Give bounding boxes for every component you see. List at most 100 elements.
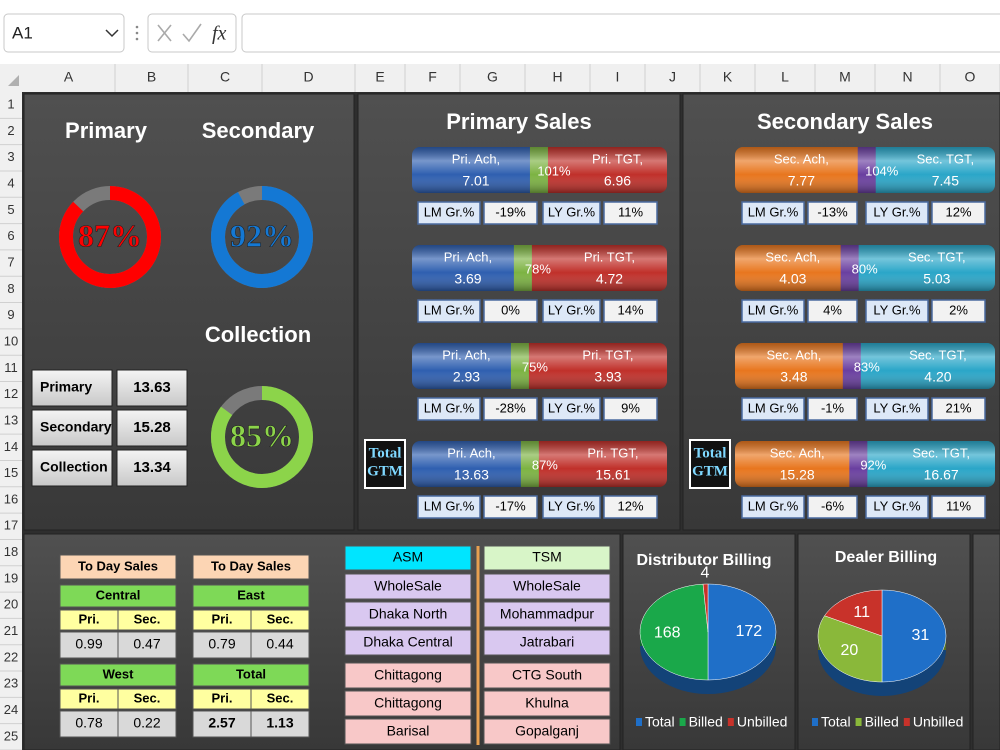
gauge-label: 85% <box>230 417 294 453</box>
growth-cell <box>603 397 658 421</box>
region-cell <box>59 663 177 687</box>
target-value: 16.67 <box>924 467 959 483</box>
list-item-cell <box>344 601 472 628</box>
growth-cell <box>417 299 481 323</box>
row-header: 17 <box>4 518 18 533</box>
growth-cell <box>417 201 481 225</box>
pie-slice <box>881 589 947 683</box>
growth-text: LM Gr.% <box>748 400 799 415</box>
header-cell <box>250 609 310 631</box>
summary-label-cell <box>31 409 113 447</box>
column-header: A <box>64 69 74 85</box>
row-header: 24 <box>4 702 18 717</box>
growth-text: LM Gr.% <box>424 302 475 317</box>
gauge-arc <box>59 186 161 288</box>
gauge-title: Primary <box>65 118 148 143</box>
legend-swatch <box>855 718 862 726</box>
bar-shine <box>412 147 667 193</box>
column-label: Pri. <box>79 611 100 626</box>
target-value: 7.45 <box>932 173 959 189</box>
legend-label: Unbilled <box>737 714 788 730</box>
pie-value-label: 11 <box>853 604 870 621</box>
summary-value: 15.28 <box>133 419 171 436</box>
value-cell <box>117 631 177 659</box>
growth-text: 0% <box>501 302 520 317</box>
today-title-cell <box>192 554 310 580</box>
summary-label: Primary <box>40 379 92 395</box>
header-cell <box>117 609 177 631</box>
growth-text: LY Gr.% <box>548 400 596 415</box>
growth-cell <box>542 201 601 225</box>
achievement-value: 15.28 <box>780 467 815 483</box>
legend-swatch <box>812 718 818 726</box>
target-name: Pri. TGT, <box>592 151 643 166</box>
growth-cell <box>807 495 858 519</box>
column-header-bar <box>0 64 1000 92</box>
legend-label: Billed <box>865 714 899 730</box>
target-name: Pri. TGT, <box>587 445 638 460</box>
row-header: 13 <box>4 412 18 427</box>
gauge-arc <box>211 386 313 488</box>
select-all[interactable] <box>8 75 19 86</box>
cancel-button[interactable] <box>157 24 172 42</box>
achievement-name: Pri. Ach, <box>447 445 495 460</box>
value-cell <box>250 710 310 738</box>
list-item-cell <box>483 690 611 717</box>
growth-text: 2% <box>949 302 968 317</box>
target-value: 3.93 <box>594 369 621 385</box>
list-item: Chittagong <box>374 695 442 711</box>
summary-label-cell <box>31 449 113 487</box>
growth-cell <box>483 397 538 421</box>
list-item: Gopalganj <box>515 723 579 739</box>
growth-text: -28% <box>495 400 526 415</box>
growth-text: LY Gr.% <box>548 204 596 219</box>
value-cell <box>250 631 310 659</box>
total-gtm-box <box>364 439 406 489</box>
pie-value-label: 20 <box>841 642 859 659</box>
growth-text: LY Gr.% <box>873 498 921 513</box>
column-label: Sec. <box>134 611 161 626</box>
growth-text: -17% <box>495 498 526 513</box>
growth-cell <box>417 495 481 519</box>
sales-value: 0.47 <box>133 636 160 652</box>
row-header: 5 <box>7 202 14 217</box>
name-box[interactable] <box>3 13 125 53</box>
region-name: Total <box>236 666 266 681</box>
growth-text: 12% <box>945 204 971 219</box>
bar-shine <box>735 343 995 389</box>
gauge-arc <box>211 186 313 288</box>
achievement-name: Sec. Ach, <box>765 249 820 264</box>
insert-function-button[interactable]: fx <box>212 23 227 45</box>
summary-value: 13.34 <box>133 459 171 476</box>
growth-cell <box>931 397 986 421</box>
column-header: O <box>965 69 976 85</box>
legend-swatch <box>679 718 686 726</box>
list-item: WholeSale <box>513 578 581 594</box>
pie-value-label: 31 <box>912 627 930 644</box>
growth-text: -19% <box>495 204 526 219</box>
row-header: 19 <box>4 570 18 585</box>
growth-cell <box>865 495 929 519</box>
header-cell <box>117 688 177 710</box>
formula-input[interactable] <box>241 13 1000 53</box>
today-title: To Day Sales <box>78 558 158 573</box>
region-name: East <box>237 587 265 602</box>
growth-cell <box>483 201 538 225</box>
achievement-name: Pri. Ach, <box>442 347 490 362</box>
name-box-dropdown[interactable] <box>105 29 119 38</box>
target-name: Sec. TGT, <box>912 445 970 460</box>
formula-buttons <box>147 13 237 53</box>
column-header: H <box>552 69 562 85</box>
enter-button[interactable] <box>182 23 202 43</box>
legend-label: Billed <box>689 714 723 730</box>
row-header: 10 <box>4 333 18 348</box>
row-header: 1 <box>7 97 14 112</box>
target-value: 6.96 <box>604 173 631 189</box>
growth-text: 21% <box>945 400 971 415</box>
legend-label: Total <box>645 714 675 730</box>
row-header: 18 <box>4 544 18 559</box>
sales-value: 0.99 <box>75 636 102 652</box>
target-name: Sec. TGT, <box>908 249 966 264</box>
growth-text: LM Gr.% <box>748 204 799 219</box>
row-header: 7 <box>7 255 14 270</box>
